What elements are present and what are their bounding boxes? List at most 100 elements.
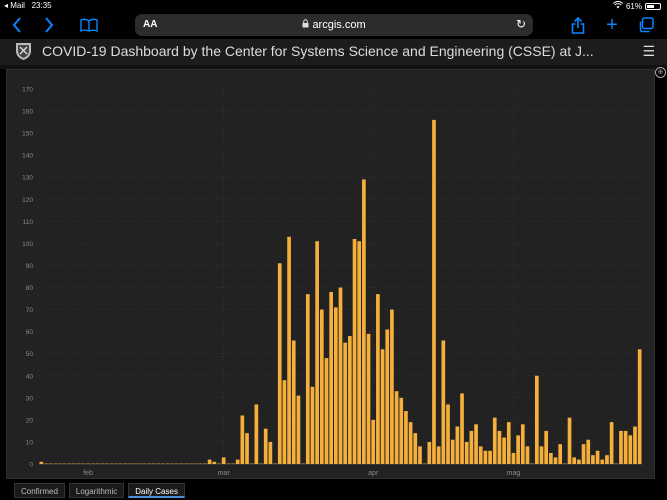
bar <box>315 241 319 464</box>
bar <box>404 411 408 464</box>
bar <box>609 422 614 464</box>
bar <box>399 397 404 464</box>
bar <box>263 428 268 464</box>
battery-percent: 61% <box>625 1 642 11</box>
browser-toolbar: AA arcgis.com ↻ + <box>0 11 667 39</box>
bar <box>567 417 572 464</box>
bar <box>455 426 460 464</box>
bar <box>502 437 506 464</box>
bar <box>366 333 371 464</box>
bar <box>296 395 301 464</box>
bar <box>427 441 432 464</box>
y-tick-label: 140 <box>22 153 33 160</box>
bar <box>282 380 287 464</box>
y-tick-label: 110 <box>23 219 34 226</box>
bar <box>390 309 394 464</box>
url-text: arcgis.com <box>312 19 366 31</box>
bar <box>492 417 497 464</box>
x-tick-label: mar <box>218 470 231 477</box>
bar <box>212 461 217 464</box>
bar <box>595 450 600 464</box>
y-tick-label: 0 <box>29 462 33 469</box>
bar <box>549 452 553 464</box>
bar <box>539 446 544 464</box>
status-right: 61% <box>612 1 661 11</box>
bar <box>577 459 581 464</box>
hamburger-menu-icon[interactable]: ☰ <box>642 43 655 59</box>
bar <box>637 349 642 464</box>
bar <box>207 459 212 464</box>
bar <box>511 452 516 464</box>
bar <box>469 430 474 464</box>
chart-tabs: Confirmed Logarithmic Daily Cases <box>14 483 185 498</box>
bar <box>600 459 605 464</box>
bar <box>343 342 348 464</box>
bar <box>553 457 558 464</box>
daily-cases-chart-panel: 0 10 20 30 40 50 60 70 80 90 100 110 120 130 140 150 160… <box>6 69 655 479</box>
bar <box>544 430 549 464</box>
y-tick-label: 20 <box>26 417 34 424</box>
y-tick-label: 160 <box>22 109 33 116</box>
bar <box>572 457 577 464</box>
address-bar[interactable]: AA arcgis.com ↻ <box>135 14 533 36</box>
bar <box>418 446 422 464</box>
status-time: 23:35 <box>31 1 52 10</box>
new-tab-plus-icon[interactable]: + <box>606 13 618 36</box>
bar <box>474 424 478 464</box>
bar <box>348 336 352 464</box>
bar <box>633 426 637 464</box>
bar <box>488 450 492 464</box>
tab-daily-cases[interactable]: Daily Cases <box>128 483 185 498</box>
y-tick-label: 30 <box>26 395 34 402</box>
expand-panel-icon[interactable]: ⊕ <box>655 67 666 78</box>
bar <box>333 307 338 464</box>
back-icon[interactable] <box>8 14 26 36</box>
bar <box>376 294 380 464</box>
tabs-overview-icon[interactable] <box>636 14 656 36</box>
bar <box>245 433 249 464</box>
y-tick-label: 40 <box>26 373 34 380</box>
reader-aa-button[interactable]: AA <box>143 19 158 30</box>
bar <box>581 444 586 464</box>
reload-icon[interactable]: ↻ <box>515 17 526 31</box>
bar <box>506 422 511 464</box>
y-tick-label: 50 <box>26 351 34 358</box>
bar <box>619 430 623 464</box>
battery-icon <box>645 2 661 10</box>
bar <box>446 404 450 464</box>
bar <box>329 291 333 464</box>
bar <box>605 455 609 464</box>
tab-logarithmic[interactable]: Logarithmic <box>68 483 125 498</box>
lock-icon <box>302 19 312 31</box>
bar <box>362 179 366 465</box>
bar <box>432 119 436 464</box>
bar <box>478 446 483 464</box>
bar <box>254 404 259 464</box>
y-tick-label: 90 <box>26 263 34 270</box>
bookmarks-book-icon[interactable] <box>78 14 100 36</box>
x-tick-label: mag <box>507 470 521 477</box>
wifi-icon <box>612 1 624 11</box>
x-tick-label: apr <box>368 470 379 477</box>
bar <box>235 459 240 464</box>
status-left[interactable]: ◂ Mail 23:35 <box>4 1 52 10</box>
back-app-label: Mail <box>10 1 25 10</box>
bar <box>268 441 273 464</box>
bar <box>352 239 357 464</box>
forward-icon[interactable] <box>40 14 58 36</box>
bar <box>436 446 441 464</box>
share-icon[interactable] <box>568 14 588 36</box>
bar <box>441 340 446 464</box>
bar <box>319 309 324 464</box>
bar <box>534 375 539 464</box>
bar <box>408 422 413 464</box>
bar <box>371 419 376 464</box>
tab-confirmed[interactable]: Confirmed <box>14 483 65 498</box>
bar <box>240 415 245 464</box>
bar <box>628 435 633 464</box>
header-divider <box>0 65 667 69</box>
page-title: COVID-19 Dashboard by the Center for Sys… <box>42 43 594 59</box>
bar <box>394 391 399 464</box>
bar <box>591 455 595 464</box>
url-display[interactable]: arcgis.com <box>135 19 533 31</box>
